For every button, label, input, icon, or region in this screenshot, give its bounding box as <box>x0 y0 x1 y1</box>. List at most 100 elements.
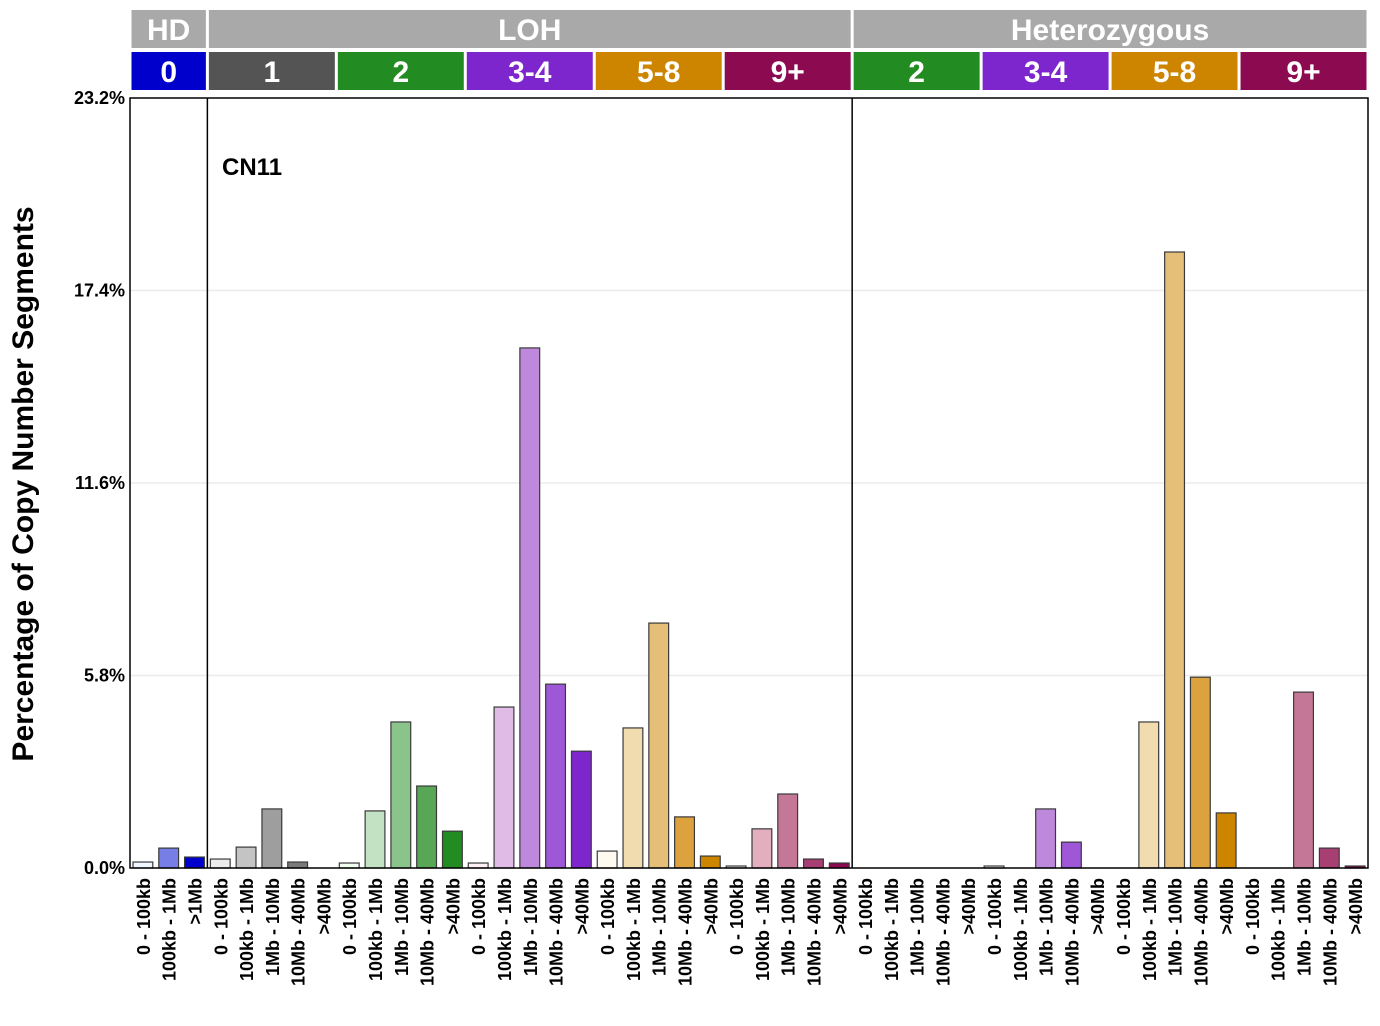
x-tick-label: 0 - 100kb <box>211 878 231 955</box>
x-tick-label: 0 - 100kb <box>598 878 618 955</box>
x-tick-label: 100kb - 1Mb <box>624 878 644 981</box>
subgroup-label: 2 <box>908 56 925 89</box>
x-tick-label: 10Mb - 40Mb <box>804 878 824 986</box>
x-tick-label: >40Mb <box>830 878 850 935</box>
x-tick-label: 100kb - 1Mb <box>1269 878 1289 981</box>
bar <box>209 858 231 869</box>
x-tick-label: 0 - 100kb <box>469 878 489 955</box>
bar <box>1293 691 1315 869</box>
bar <box>545 683 567 869</box>
x-tick-label: 100kb - 1Mb <box>160 878 180 981</box>
bar <box>1060 841 1082 869</box>
y-tick-label: 17.4% <box>74 281 125 301</box>
x-tick-label: 1Mb - 10Mb <box>908 878 928 976</box>
subgroup-header <box>982 52 1109 90</box>
subgroup-label: 9+ <box>1286 56 1320 89</box>
group-label: LOH <box>498 14 561 47</box>
subgroup-header <box>337 52 464 90</box>
subgroup-label: 2 <box>392 56 409 89</box>
x-tick-label: 100kb - 1Mb <box>1140 878 1160 981</box>
bar <box>596 850 618 869</box>
x-tick-label: >40Mb <box>314 878 334 935</box>
bar <box>235 846 257 869</box>
x-tick-label: 100kb - 1Mb <box>495 878 515 981</box>
x-tick-label: 1Mb - 10Mb <box>1295 878 1315 976</box>
x-tick-label: >40Mb <box>443 878 463 935</box>
bar <box>1318 847 1340 869</box>
subgroup-label: 9+ <box>771 56 805 89</box>
bar <box>390 721 412 869</box>
signature-label: CN11 <box>222 154 282 181</box>
x-tick-label: 100kb - 1Mb <box>237 878 257 981</box>
x-tick-label: 10Mb - 40Mb <box>418 878 438 986</box>
x-tick-label: 1Mb - 10Mb <box>263 878 283 976</box>
x-tick-label: 100kb - 1Mb <box>882 878 902 981</box>
bar <box>287 861 309 869</box>
x-tick-label: 0 - 100kb <box>1243 878 1263 955</box>
x-tick-label: 1Mb - 10Mb <box>521 878 541 976</box>
x-tick-label: >40Mb <box>572 878 592 935</box>
x-tick-label: 0 - 100kb <box>134 878 154 955</box>
x-tick-label: >1Mb <box>185 878 205 925</box>
subgroup-label: 3-4 <box>508 56 552 89</box>
x-tick-label: 0 - 100kb <box>856 878 876 955</box>
bar <box>777 793 799 869</box>
bar <box>261 808 283 869</box>
x-tick-label: 1Mb - 10Mb <box>1166 878 1186 976</box>
subgroup-header <box>208 52 335 90</box>
x-tick-label: 10Mb - 40Mb <box>1062 878 1082 986</box>
x-tick-label: 10Mb - 40Mb <box>547 878 567 986</box>
bar <box>674 816 696 869</box>
bar <box>802 858 824 869</box>
y-tick-label: 0.0% <box>84 858 125 878</box>
bar <box>183 856 205 869</box>
x-tick-label: 10Mb - 40Mb <box>676 878 696 986</box>
x-tick-label: >40Mb <box>1088 878 1108 935</box>
x-tick-label: >40Mb <box>1346 878 1366 935</box>
subgroup-header <box>595 52 722 90</box>
group-label: HD <box>147 14 190 47</box>
x-tick-label: >40Mb <box>959 878 979 935</box>
subgroup-header <box>131 52 206 90</box>
group-header <box>208 10 851 48</box>
subgroup-label: 0 <box>160 56 177 89</box>
bar <box>648 622 670 869</box>
x-tick-label: 1Mb - 10Mb <box>392 878 412 976</box>
subgroup-label: 5-8 <box>1153 56 1196 89</box>
bar <box>1164 251 1186 869</box>
y-axis-label: Percentage of Copy Number Segments <box>7 206 40 761</box>
bar <box>570 750 592 869</box>
x-tick-label: 1Mb - 10Mb <box>1037 878 1057 976</box>
bar <box>441 830 463 869</box>
subgroup-header <box>466 52 593 90</box>
x-tick-label: 100kb - 1Mb <box>753 878 773 981</box>
subgroup-header <box>1111 52 1238 90</box>
y-tick-label: 23.2% <box>74 88 125 108</box>
group-label: Heterozygous <box>1011 14 1209 47</box>
x-tick-label: >40Mb <box>701 878 721 935</box>
x-tick-label: 100kb - 1Mb <box>366 878 386 981</box>
x-tick-label: 100kb - 1Mb <box>1011 878 1031 981</box>
bar <box>1189 676 1211 869</box>
subgroup-label: 5-8 <box>637 56 680 89</box>
bar <box>493 706 515 869</box>
x-tick-label: 1Mb - 10Mb <box>650 878 670 976</box>
bar <box>132 861 154 869</box>
bar <box>158 847 180 869</box>
x-tick-label: 0 - 100kb <box>340 878 360 955</box>
bar <box>1035 808 1057 869</box>
bar <box>519 347 541 869</box>
x-tick-label: 0 - 100kb <box>1114 878 1134 955</box>
bar <box>1138 721 1160 869</box>
bar <box>699 855 721 869</box>
x-tick-label: 10Mb - 40Mb <box>933 878 953 986</box>
bar <box>364 810 386 869</box>
subgroup-header <box>1240 52 1367 90</box>
x-tick-label: 10Mb - 40Mb <box>1191 878 1211 986</box>
subgroup-header <box>724 52 851 90</box>
subgroup-label: 3-4 <box>1024 56 1068 89</box>
x-tick-label: 0 - 100kb <box>985 878 1005 955</box>
group-header <box>131 10 206 48</box>
x-tick-label: 10Mb - 40Mb <box>1320 878 1340 986</box>
